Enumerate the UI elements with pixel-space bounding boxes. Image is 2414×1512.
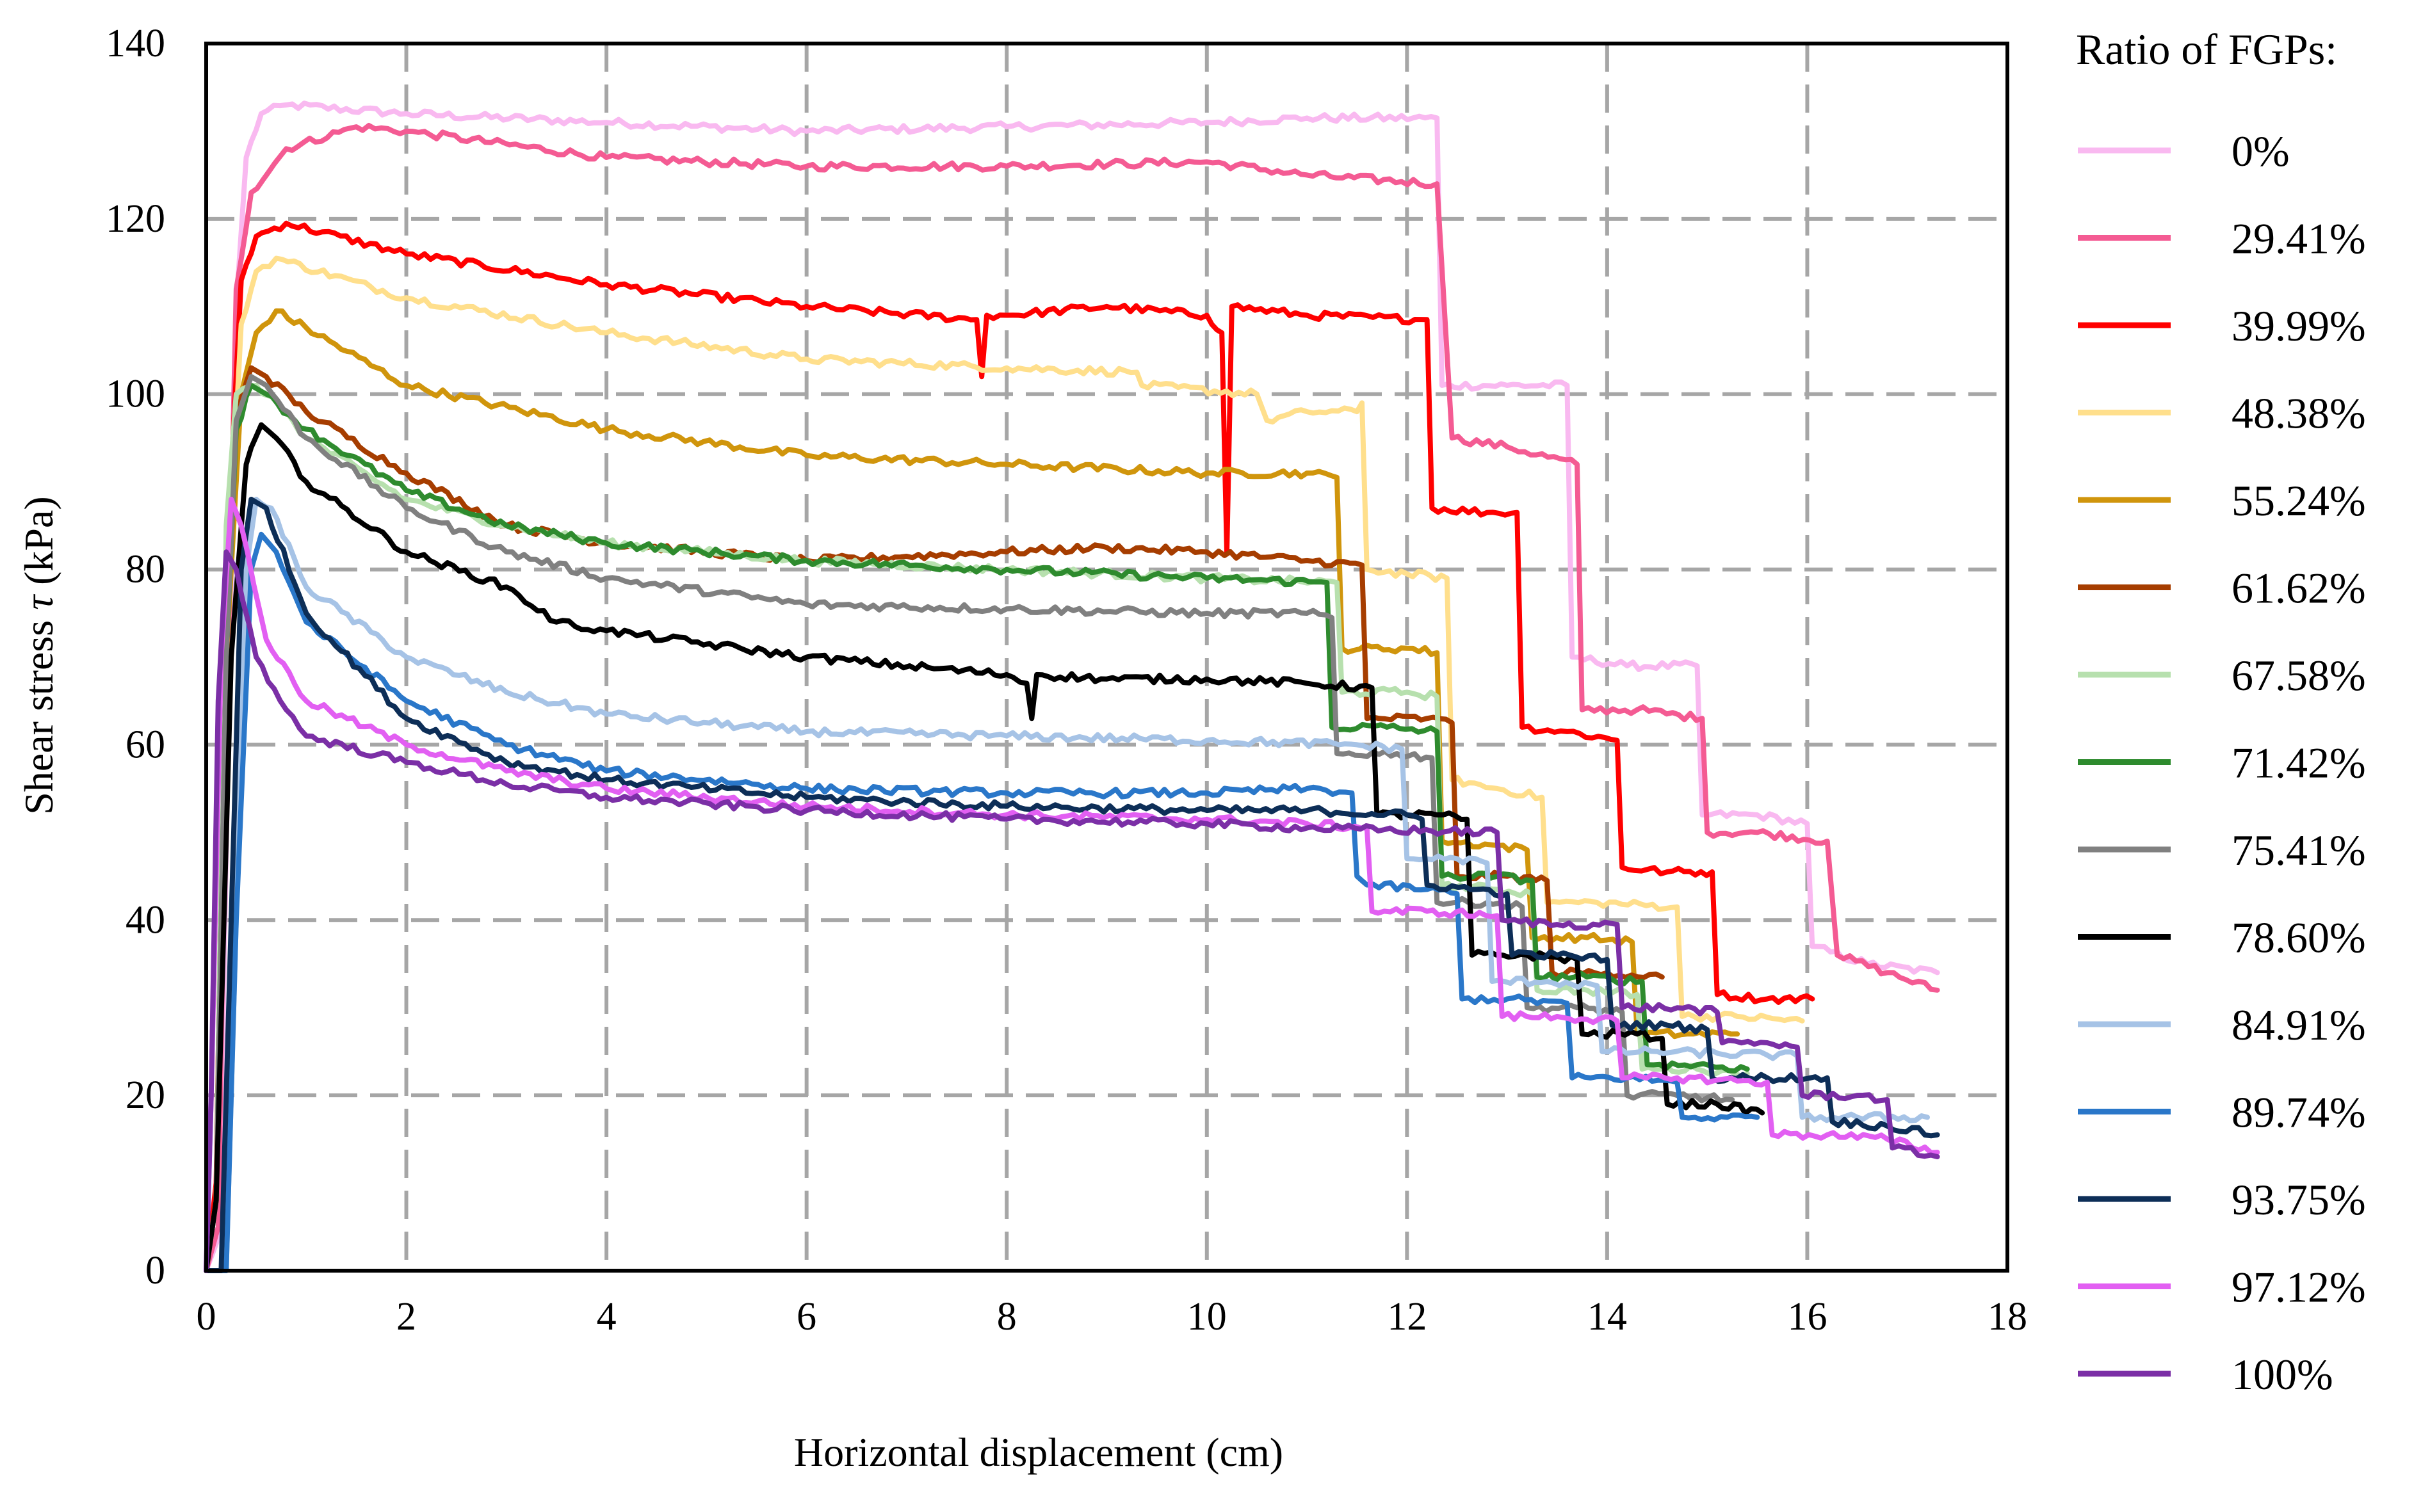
legend-label: 84.91% bbox=[2232, 1001, 2366, 1049]
y-tick-label: 40 bbox=[126, 898, 165, 942]
x-tick-label: 4 bbox=[597, 1295, 617, 1339]
y-axis-title-symbol: τ bbox=[16, 594, 61, 610]
legend-title: Ratio of FGPs: bbox=[2076, 25, 2337, 74]
series-line-55-24- bbox=[204, 308, 1740, 1273]
series-line-39-99- bbox=[204, 220, 1815, 1273]
series-line-48-38- bbox=[204, 255, 1805, 1273]
y-axis-title-prefix: Shear stress bbox=[16, 610, 61, 815]
series-line-97-12- bbox=[204, 497, 1940, 1273]
legend-label: 75.41% bbox=[2232, 826, 2366, 874]
x-axis-title: Horizontal displacement (cm) bbox=[794, 1429, 1283, 1475]
legend: Ratio of FGPs: 0% 29.41% 39.99% 48.38% 55.24… bbox=[2076, 25, 2366, 1399]
legend-label: 39.99% bbox=[2232, 302, 2366, 350]
legend-label: 89.74% bbox=[2232, 1088, 2366, 1137]
legend-label: 0% bbox=[2232, 127, 2290, 175]
series-lines bbox=[204, 101, 1940, 1273]
x-tick-label: 18 bbox=[1988, 1295, 2027, 1339]
series-line-61-62- bbox=[204, 365, 1665, 1273]
legend-label: 71.42% bbox=[2232, 739, 2366, 787]
series-line-100- bbox=[204, 549, 1940, 1273]
x-tick-label: 16 bbox=[1787, 1295, 1827, 1339]
x-tick-label: 12 bbox=[1387, 1295, 1427, 1339]
x-tick-label: 0 bbox=[197, 1295, 216, 1339]
legend-label: 29.41% bbox=[2232, 214, 2366, 263]
x-tick-label: 8 bbox=[997, 1295, 1017, 1339]
y-tick-label: 120 bbox=[106, 197, 165, 241]
x-tick-label: 6 bbox=[797, 1295, 816, 1339]
legend-label: 55.24% bbox=[2232, 476, 2366, 525]
series-line-75-41- bbox=[204, 374, 1735, 1273]
series-line-93-75- bbox=[204, 497, 1940, 1273]
y-tick-label: 140 bbox=[106, 22, 165, 65]
legend-label: 48.38% bbox=[2232, 389, 2366, 438]
y-axis-tick-labels: 0 20 40 60 80 100 120 140 bbox=[106, 22, 165, 1292]
legend-label: 93.75% bbox=[2232, 1175, 2366, 1224]
y-axis-title-unit: (kPa) bbox=[16, 496, 61, 595]
series-line-89-74- bbox=[204, 531, 1760, 1273]
y-tick-label: 20 bbox=[126, 1074, 165, 1117]
y-tick-label: 80 bbox=[126, 548, 165, 591]
series-line-29-41- bbox=[204, 123, 1940, 1273]
legend-label: 61.62% bbox=[2232, 564, 2366, 613]
x-tick-label: 2 bbox=[396, 1295, 416, 1339]
x-axis-tick-labels: 0 2 4 6 8 10 12 14 16 18 bbox=[197, 1295, 2028, 1339]
series-line-84-91- bbox=[204, 497, 1930, 1273]
y-tick-label: 60 bbox=[126, 723, 165, 766]
legend-label: 97.12% bbox=[2232, 1263, 2366, 1312]
x-tick-label: 10 bbox=[1187, 1295, 1227, 1339]
plot-area-frame bbox=[204, 42, 2009, 1273]
y-tick-label: 100 bbox=[106, 373, 165, 416]
y-axis-title: Shear stress τ (kPa) bbox=[16, 496, 61, 814]
x-tick-label: 14 bbox=[1587, 1295, 1627, 1339]
legend-label: 100% bbox=[2232, 1350, 2333, 1399]
y-tick-label: 0 bbox=[145, 1249, 165, 1292]
legend-label: 67.58% bbox=[2232, 651, 2366, 700]
legend-label: 78.60% bbox=[2232, 913, 2366, 962]
series-line-0- bbox=[204, 101, 1940, 1273]
legend-items: 0% 29.41% 39.99% 48.38% 55.24% 61.62% 67.58% 71… bbox=[2078, 127, 2366, 1399]
